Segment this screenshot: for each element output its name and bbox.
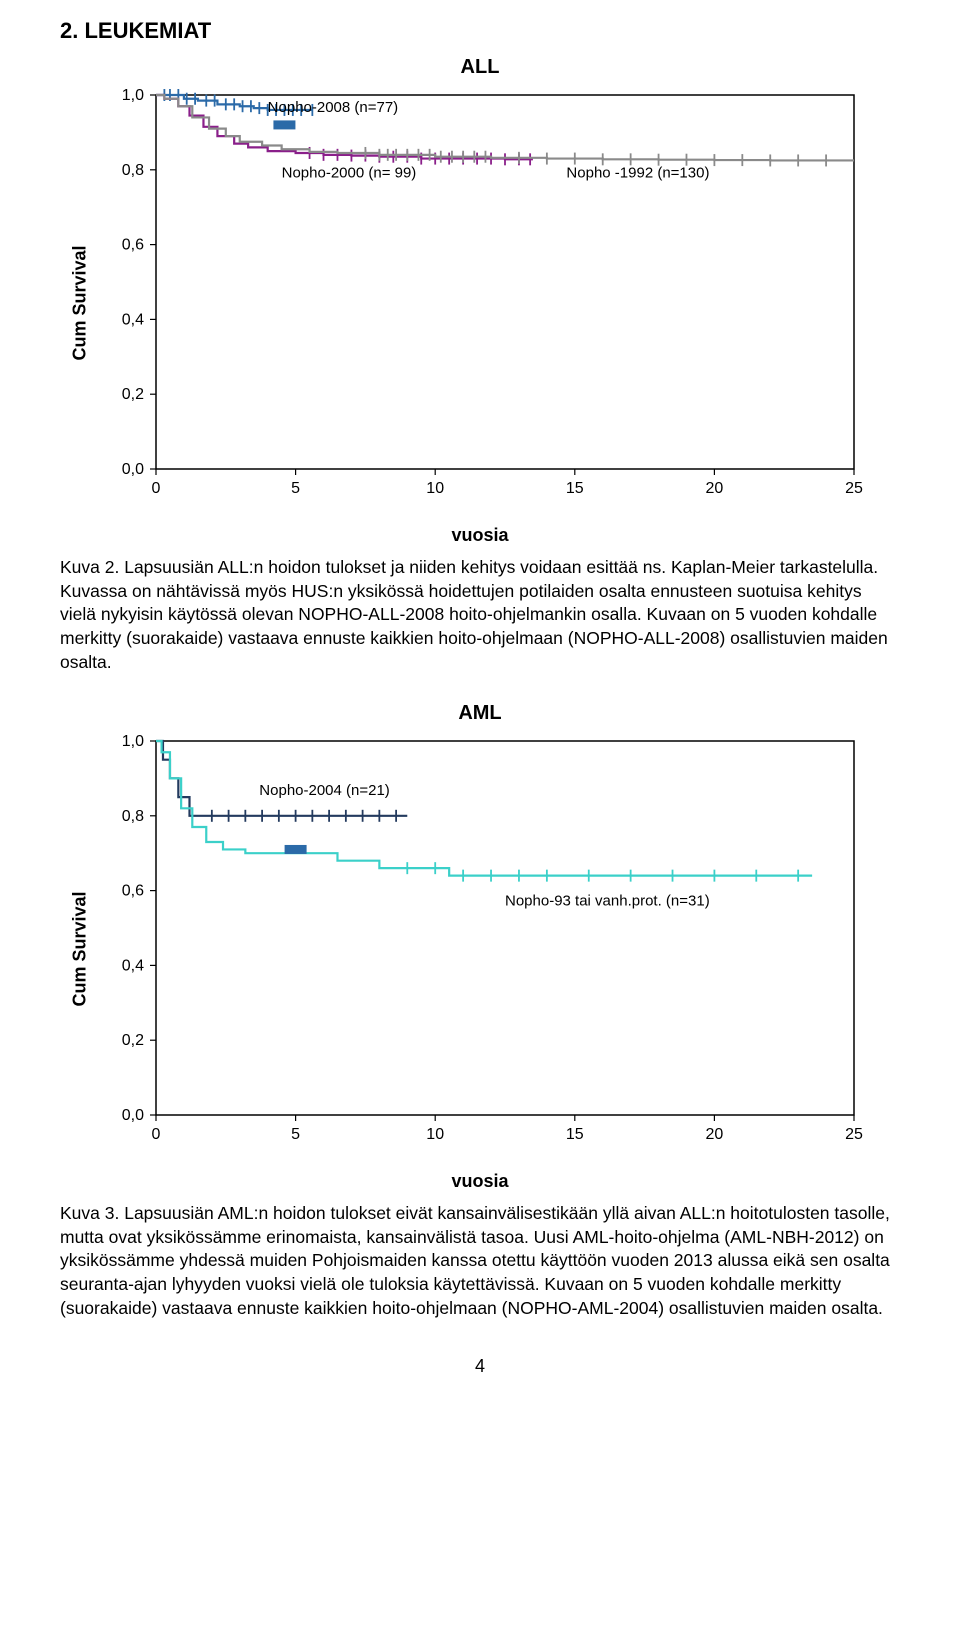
chart-all-title: ALL bbox=[60, 56, 900, 79]
svg-text:5: 5 bbox=[291, 1126, 300, 1143]
chart-aml-title: AML bbox=[60, 702, 900, 725]
svg-text:15: 15 bbox=[566, 1126, 584, 1143]
chart-aml-svg: 0,0 0,2 0,4 0,6 0,8 1,0 0 5 10 15 20 25 Nopho-2004 (… bbox=[90, 729, 870, 1159]
svg-text:0: 0 bbox=[152, 1126, 161, 1143]
svg-text:Nopho-2008 (n=77): Nopho-2008 (n=77) bbox=[268, 99, 399, 116]
section-heading: 2. LEUKEMIAT bbox=[60, 18, 900, 44]
svg-text:0,4: 0,4 bbox=[122, 958, 144, 975]
svg-text:0,2: 0,2 bbox=[122, 386, 144, 403]
chart-all-xlabel: vuosia bbox=[60, 525, 900, 546]
svg-text:0,0: 0,0 bbox=[122, 461, 144, 478]
svg-text:0,0: 0,0 bbox=[122, 1107, 144, 1124]
caption-kuva2: Kuva 2. Lapsuusiän ALL:n hoidon tulokset… bbox=[60, 556, 900, 674]
chart-all: ALL Cum Survival 0,0 0,2 0,4 0,6 0,8 1,0 0 5 10 1… bbox=[60, 56, 900, 546]
svg-text:1,0: 1,0 bbox=[122, 733, 144, 750]
svg-text:20: 20 bbox=[706, 480, 724, 497]
svg-text:20: 20 bbox=[706, 1126, 724, 1143]
page-number: 4 bbox=[60, 1356, 900, 1377]
chart-aml: AML Cum Survival 0,0 0,2 0,4 0,6 0,8 1,0 0 5 10 1… bbox=[60, 702, 900, 1192]
svg-text:Nopho -1992 (n=130): Nopho -1992 (n=130) bbox=[566, 164, 709, 181]
svg-text:25: 25 bbox=[845, 480, 863, 497]
svg-text:Nopho-2000 (n= 99): Nopho-2000 (n= 99) bbox=[282, 164, 417, 181]
svg-text:0,8: 0,8 bbox=[122, 162, 144, 179]
svg-text:5: 5 bbox=[291, 480, 300, 497]
chart-aml-area: Cum Survival 0,00,20,40,60,81,0051015202… bbox=[90, 729, 870, 1169]
svg-text:1,0: 1,0 bbox=[122, 87, 144, 104]
svg-text:0,4: 0,4 bbox=[122, 311, 144, 328]
chart-aml-ylabel: Cum Survival bbox=[70, 892, 91, 1007]
chart-all-svg: 0,0 0,2 0,4 0,6 0,8 1,0 0 5 10 15 20 25 Nopho-2008 (… bbox=[90, 83, 870, 513]
svg-text:0,6: 0,6 bbox=[122, 237, 144, 254]
svg-text:0: 0 bbox=[152, 480, 161, 497]
svg-text:Nopho-93 tai vanh.prot. (n=31): Nopho-93 tai vanh.prot. (n=31) bbox=[505, 893, 710, 910]
chart-all-ylabel: Cum Survival bbox=[70, 245, 91, 360]
svg-text:0,8: 0,8 bbox=[122, 808, 144, 825]
chart-all-area: Cum Survival 0,00,20,40,60,81,0051015202… bbox=[90, 83, 870, 523]
svg-text:10: 10 bbox=[426, 1126, 444, 1143]
svg-text:0,6: 0,6 bbox=[122, 883, 144, 900]
chart-aml-xlabel: vuosia bbox=[60, 1171, 900, 1192]
caption-kuva3: Kuva 3. Lapsuusiän AML:n hoidon tulokset… bbox=[60, 1202, 900, 1320]
svg-text:25: 25 bbox=[845, 1126, 863, 1143]
svg-text:15: 15 bbox=[566, 480, 584, 497]
svg-text:10: 10 bbox=[426, 480, 444, 497]
svg-text:0,2: 0,2 bbox=[122, 1032, 144, 1049]
svg-text:Nopho-2004 (n=21): Nopho-2004 (n=21) bbox=[259, 782, 390, 799]
document-page: 2. LEUKEMIAT ALL Cum Survival 0,00,20,40… bbox=[0, 0, 960, 1407]
